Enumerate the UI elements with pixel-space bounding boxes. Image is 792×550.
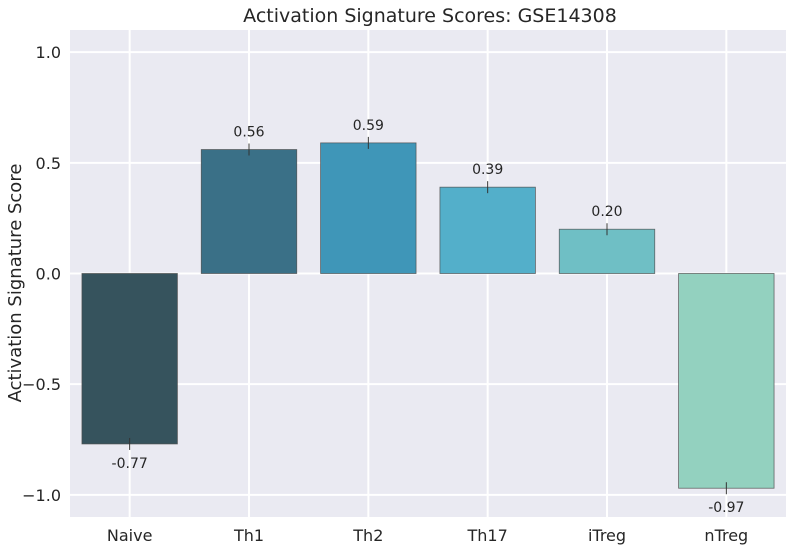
y-tick-label: 1.0 xyxy=(36,43,61,62)
data-label-ntreg: -0.97 xyxy=(708,500,744,516)
bar-th17 xyxy=(439,186,536,274)
y-tick-label: 0.0 xyxy=(36,265,61,284)
data-label-th2: 0.59 xyxy=(353,118,384,134)
y-tick-label: −0.5 xyxy=(22,375,61,394)
data-label-th17: 0.39 xyxy=(472,162,503,178)
bar-ntreg xyxy=(678,273,775,489)
bar-th1 xyxy=(200,149,298,274)
plot-area: -0.77 Naive 0.56 Th1 0.59 Th2 0.39 Th17 0.20 iTre… xyxy=(22,30,786,545)
y-axis-label: Activation Signature Score xyxy=(5,164,26,403)
bar-naive xyxy=(81,273,178,445)
x-tick-label: iTreg xyxy=(588,526,626,545)
bar-th2 xyxy=(320,142,417,274)
x-tick-label: Naive xyxy=(107,526,153,545)
chart-title: Activation Signature Scores: GSE14308 xyxy=(243,5,617,27)
bar-itreg xyxy=(558,228,656,274)
data-label-th1: 0.56 xyxy=(233,125,264,141)
data-label-naive: -0.77 xyxy=(112,456,148,472)
x-tick-label: Th17 xyxy=(467,526,508,545)
x-tick-label: nTreg xyxy=(704,526,748,545)
x-tick-label: Th2 xyxy=(352,526,383,545)
data-label-itreg: 0.20 xyxy=(591,204,622,220)
y-tick-label: −1.0 xyxy=(22,486,61,505)
y-tick-label: 0.5 xyxy=(36,154,61,173)
x-tick-label: Th1 xyxy=(233,526,264,545)
